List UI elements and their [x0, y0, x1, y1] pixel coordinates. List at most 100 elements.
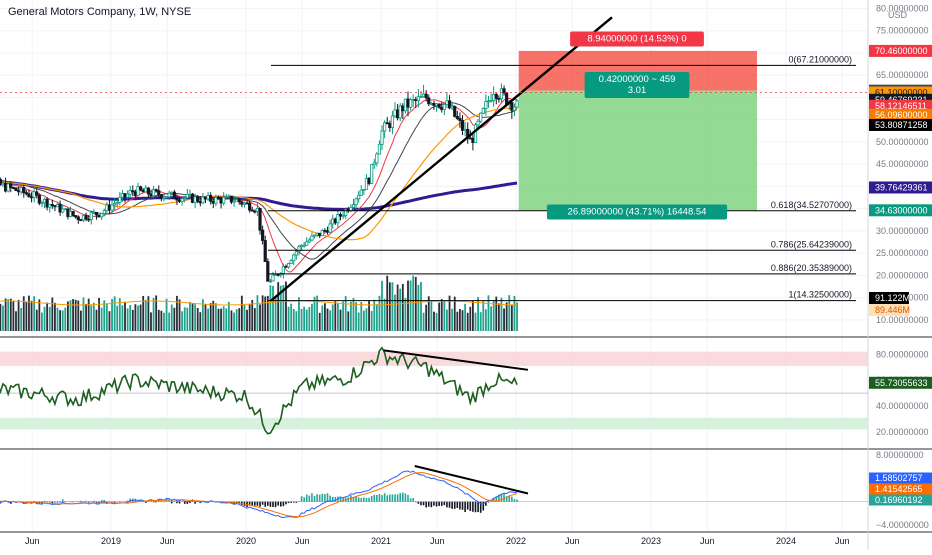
volume-bar — [134, 304, 137, 331]
volume-bar — [295, 311, 298, 331]
macd-histogram-bar — [363, 497, 365, 502]
macd-histogram-bar — [116, 501, 119, 503]
candle-body — [468, 137, 472, 140]
candle-body — [273, 273, 278, 276]
volume-bar — [357, 312, 360, 331]
candle-body — [133, 191, 138, 196]
macd-histogram-bar — [56, 501, 59, 503]
macd-histogram-bar — [77, 501, 80, 503]
macd-histogram-bar — [272, 501, 274, 507]
candle-body — [144, 187, 148, 193]
volume-bar — [383, 298, 386, 331]
volume-bar — [157, 309, 160, 331]
macd-histogram-bar — [82, 501, 85, 502]
volume-bar — [510, 305, 513, 331]
macd-histogram-bar — [126, 500, 129, 502]
candle-body — [164, 196, 169, 199]
volume-tag-bg — [869, 304, 909, 316]
volume-bar — [7, 299, 10, 331]
candle-body — [115, 201, 119, 205]
volume-bar — [484, 309, 487, 331]
macd-histogram-bar — [438, 501, 440, 506]
candle-body — [123, 193, 127, 198]
candle-body — [320, 230, 324, 237]
volume-bar — [305, 309, 308, 331]
candle-body — [6, 183, 10, 192]
macd-histogram-bar — [103, 499, 106, 502]
time-axis-tick: 2024 — [776, 536, 796, 546]
volume-bar — [41, 312, 43, 331]
volume-bar — [388, 282, 391, 331]
macd-histogram-bar — [33, 501, 35, 502]
volume-bar — [344, 296, 347, 331]
candle-body — [214, 197, 218, 204]
volume-bar — [318, 312, 321, 331]
candle-body — [372, 162, 376, 165]
rsi-divergence-line — [383, 349, 529, 371]
volume-bar — [43, 306, 46, 331]
volume-bar — [425, 304, 428, 331]
candle-body — [248, 202, 252, 211]
macd-histogram-bar — [261, 501, 264, 505]
candle-body — [367, 177, 371, 184]
volume-bar — [196, 307, 199, 331]
volume-bar — [337, 303, 339, 331]
rsi-oversold-band — [0, 417, 868, 430]
fib-level-label: 0.786(25.64239000) — [771, 239, 852, 249]
macd-histogram-bar — [435, 501, 438, 507]
macd-histogram-bar — [427, 501, 430, 507]
macd-histogram-bar — [357, 497, 360, 502]
candle-body — [250, 209, 254, 212]
volume-bar — [326, 308, 329, 331]
time-axis-tick: Jun — [835, 536, 850, 546]
volume-bar — [292, 308, 295, 331]
candle-body — [502, 88, 506, 94]
macd-histogram-bar — [409, 498, 412, 502]
candle-body — [22, 187, 26, 194]
volume-bar — [443, 301, 446, 331]
volume-tag-bg — [869, 292, 909, 304]
macd-histogram-bar — [479, 501, 482, 513]
candle-body — [297, 246, 301, 252]
candle-body — [183, 197, 187, 200]
candle-body — [515, 100, 519, 108]
volume-bar — [69, 300, 72, 331]
candle-body — [416, 96, 420, 101]
candle-body — [94, 212, 99, 216]
volume-bar — [282, 284, 285, 331]
macd-histogram-bar — [124, 501, 126, 502]
candle-body — [447, 100, 452, 109]
macd-histogram-bar — [451, 501, 453, 509]
volume-bar — [230, 310, 233, 331]
candle-body — [325, 230, 330, 233]
fib-level-label: 1(14.32500000) — [788, 290, 852, 300]
candle-body — [434, 103, 439, 106]
candle-body — [302, 244, 306, 247]
volume-bar — [448, 295, 451, 331]
volume-bar — [118, 298, 121, 331]
candle-body — [403, 98, 408, 112]
macd-histogram-bar — [2, 501, 4, 503]
volume-bar — [339, 309, 342, 331]
volume-bar — [160, 310, 163, 331]
volume-bar — [235, 309, 238, 331]
candle-body — [315, 232, 319, 236]
volume-bar — [287, 306, 290, 331]
volume-bar — [212, 300, 215, 331]
macd-histogram-bar — [433, 501, 435, 506]
volume-bar — [227, 301, 230, 331]
macd-histogram-bar — [106, 501, 108, 503]
volume-bar — [163, 312, 165, 331]
price-axis-tick: 25.00000000 — [876, 248, 929, 258]
candle-body — [499, 88, 504, 99]
volume-bar — [240, 295, 243, 331]
candle-body — [48, 204, 52, 208]
volume-bar — [98, 297, 100, 331]
candle-body — [32, 191, 36, 198]
candle-body — [100, 213, 104, 218]
price-tag-bg — [869, 181, 932, 194]
volume-bar — [17, 299, 20, 331]
macd-histogram-bar — [85, 500, 87, 502]
